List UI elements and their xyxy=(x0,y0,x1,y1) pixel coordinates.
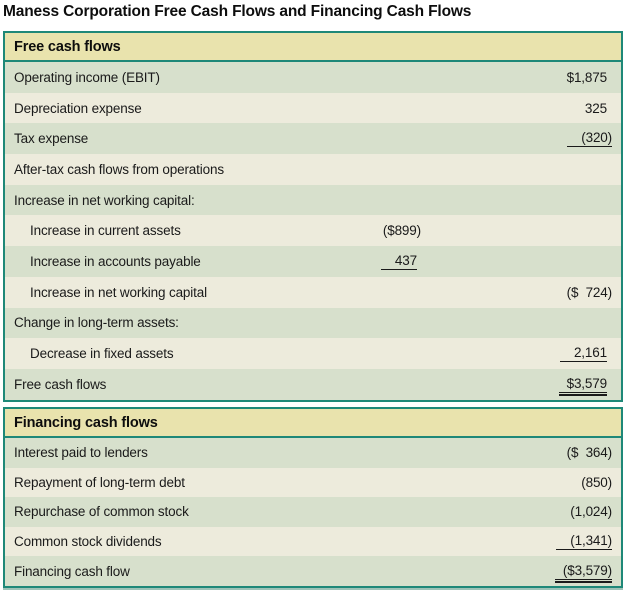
row-value-underlined: (320) xyxy=(567,130,612,148)
row-label: After-tax cash flows from operations xyxy=(14,161,224,177)
row-value: $3,579 xyxy=(421,376,621,396)
section-header-financing-cash-flows: Financing cash flows xyxy=(5,409,621,438)
table-row: Change in long-term assets: xyxy=(5,307,621,339)
row-mid-value: 437 xyxy=(301,253,421,270)
row-label: Increase in net working capital xyxy=(30,284,207,300)
table-row: Repayment of long-term debt (850) xyxy=(5,467,621,498)
row-label: Tax expense xyxy=(14,131,89,147)
row-label: Change in long-term assets: xyxy=(14,315,179,331)
table-row: Repurchase of common stock (1,024) xyxy=(5,497,621,527)
table-row: Tax expense (320) xyxy=(5,123,621,155)
row-value: (1,341) xyxy=(421,533,621,551)
row-label: Repayment of long-term debt xyxy=(14,474,185,490)
row-value: (850) xyxy=(581,474,612,490)
table-row: Operating income (EBIT) $1,875 xyxy=(5,62,621,93)
row-value: (1,024) xyxy=(570,504,612,520)
table-row: Increase in net working capital ($ 724) xyxy=(5,276,621,308)
row-label: Increase in current assets xyxy=(30,223,181,239)
table-row: Free cash flows $3,579 xyxy=(5,368,621,400)
table-row: After-tax cash flows from operations xyxy=(5,154,621,185)
table-row: Common stock dividends (1,341) xyxy=(5,526,621,557)
table-row: Depreciation expense 325 xyxy=(5,92,621,124)
row-value: $1,875 xyxy=(566,69,608,85)
table-row: Increase in net working capital: xyxy=(5,184,621,216)
row-value: 325 xyxy=(584,100,607,116)
page-title: Maness Corporation Free Cash Flows and F… xyxy=(3,3,472,20)
row-label: Repurchase of common stock xyxy=(14,504,189,520)
table-row: Decrease in fixed assets 2,161 xyxy=(5,338,621,369)
row-label: Interest paid to lenders xyxy=(14,445,148,461)
row-value-underlined: 2,161 xyxy=(559,345,607,363)
free-cash-flows-rows: Operating income (EBIT) $1,875 Depreciatio… xyxy=(5,62,621,400)
section-header-free-cash-flows: Free cash flows xyxy=(5,33,621,62)
free-cash-flows-table: Free cash flows Operating income (EBIT) $… xyxy=(3,31,623,402)
row-value: ($ 364) xyxy=(566,445,612,461)
row-label: Common stock dividends xyxy=(14,534,162,550)
table-row: Financing cash flow ($3,579) xyxy=(5,556,621,586)
row-value: 2,161 xyxy=(421,345,621,363)
row-value-underlined: $3,579 xyxy=(558,376,608,396)
row-value: (320) xyxy=(421,130,621,148)
row-mid-value-underlined: 437 xyxy=(380,253,417,270)
table-row: Increase in current assets ($899) xyxy=(5,215,621,247)
row-label: Increase in accounts payable xyxy=(30,253,201,269)
financing-cash-flows-table: Financing cash flows Interest paid to le… xyxy=(3,407,623,588)
row-label: Depreciation expense xyxy=(14,100,142,116)
table-row: Interest paid to lenders ($ 364) xyxy=(5,438,621,468)
financing-cash-flows-rows: Interest paid to lenders ($ 364) Repayment… xyxy=(5,438,621,586)
row-label: Financing cash flow xyxy=(14,563,130,579)
row-value: ($ 724) xyxy=(566,284,612,300)
row-value: ($3,579) xyxy=(421,563,621,583)
row-mid-value: ($899) xyxy=(382,223,421,239)
table-row: Increase in accounts payable 437 xyxy=(5,246,621,277)
row-value-underlined: (1,341) xyxy=(556,533,612,551)
row-label: Free cash flows xyxy=(14,376,107,392)
row-label: Operating income (EBIT) xyxy=(14,69,160,85)
row-value-underlined: ($3,579) xyxy=(554,563,612,583)
row-label: Increase in net working capital: xyxy=(14,192,195,208)
row-label: Decrease in fixed assets xyxy=(30,346,174,362)
